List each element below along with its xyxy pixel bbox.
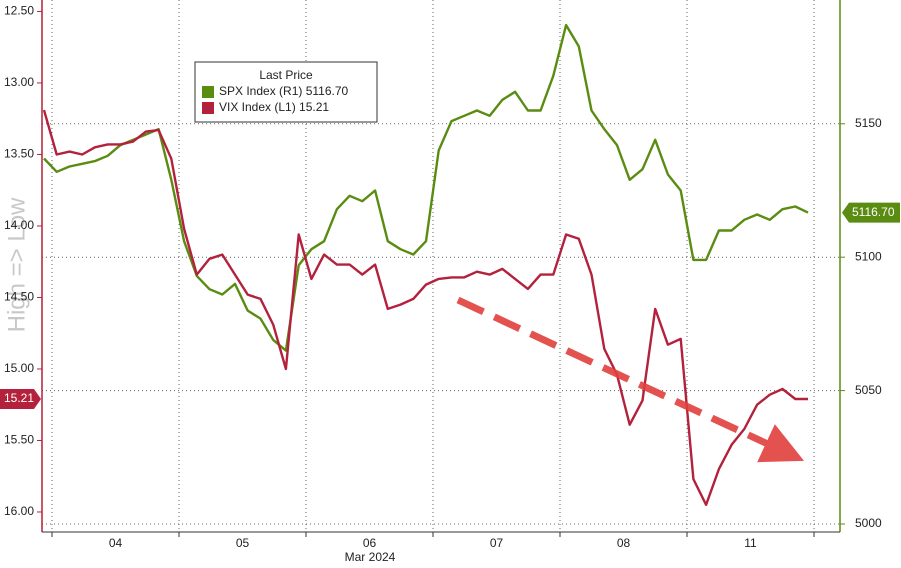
x-tick-label: 06 xyxy=(363,536,377,550)
legend-label: VIX Index (L1) 15.21 xyxy=(219,100,329,114)
legend-swatch xyxy=(202,86,214,98)
x-tick-label: 11 xyxy=(744,536,757,550)
y2-tick-label: 5150 xyxy=(855,116,882,130)
legend-label: SPX Index (R1) 5116.70 xyxy=(219,84,349,98)
y-tick-label: 14.50 xyxy=(4,290,34,304)
side-label: High => Low xyxy=(3,197,30,332)
y-tick-label: 15.50 xyxy=(4,433,34,447)
y-tick-label: 12.50 xyxy=(4,4,34,18)
last-price-label: 5116.70 xyxy=(852,205,895,219)
trend-arrow xyxy=(456,296,805,463)
last-price-badge xyxy=(842,202,900,223)
legend-swatch xyxy=(202,102,214,114)
plot xyxy=(42,23,809,506)
x-tick-label: 07 xyxy=(490,536,504,550)
x-tick-label: 04 xyxy=(109,536,123,550)
grid xyxy=(42,0,840,532)
series-line xyxy=(42,109,808,506)
series-line xyxy=(43,23,809,352)
y-tick-label: 13.00 xyxy=(4,75,34,89)
y2-tick-label: 5000 xyxy=(855,516,882,530)
x-note-label: Mar 2024 xyxy=(345,550,396,564)
x-tick-label: 05 xyxy=(236,536,250,550)
y-tick-label: 16.00 xyxy=(4,504,34,518)
last-price-badge xyxy=(0,389,41,409)
y2-tick-label: 5050 xyxy=(855,383,882,397)
last-price-label: 15.21 xyxy=(4,391,34,405)
x-tick-label: 08 xyxy=(617,536,631,550)
y-tick-label: 13.50 xyxy=(4,147,34,161)
legend-title: Last Price xyxy=(259,68,313,82)
y2-tick-label: 5100 xyxy=(855,249,882,263)
y-tick-label: 15.00 xyxy=(4,361,34,375)
legend-box xyxy=(194,61,378,123)
y-tick-label: 14.00 xyxy=(4,218,34,232)
